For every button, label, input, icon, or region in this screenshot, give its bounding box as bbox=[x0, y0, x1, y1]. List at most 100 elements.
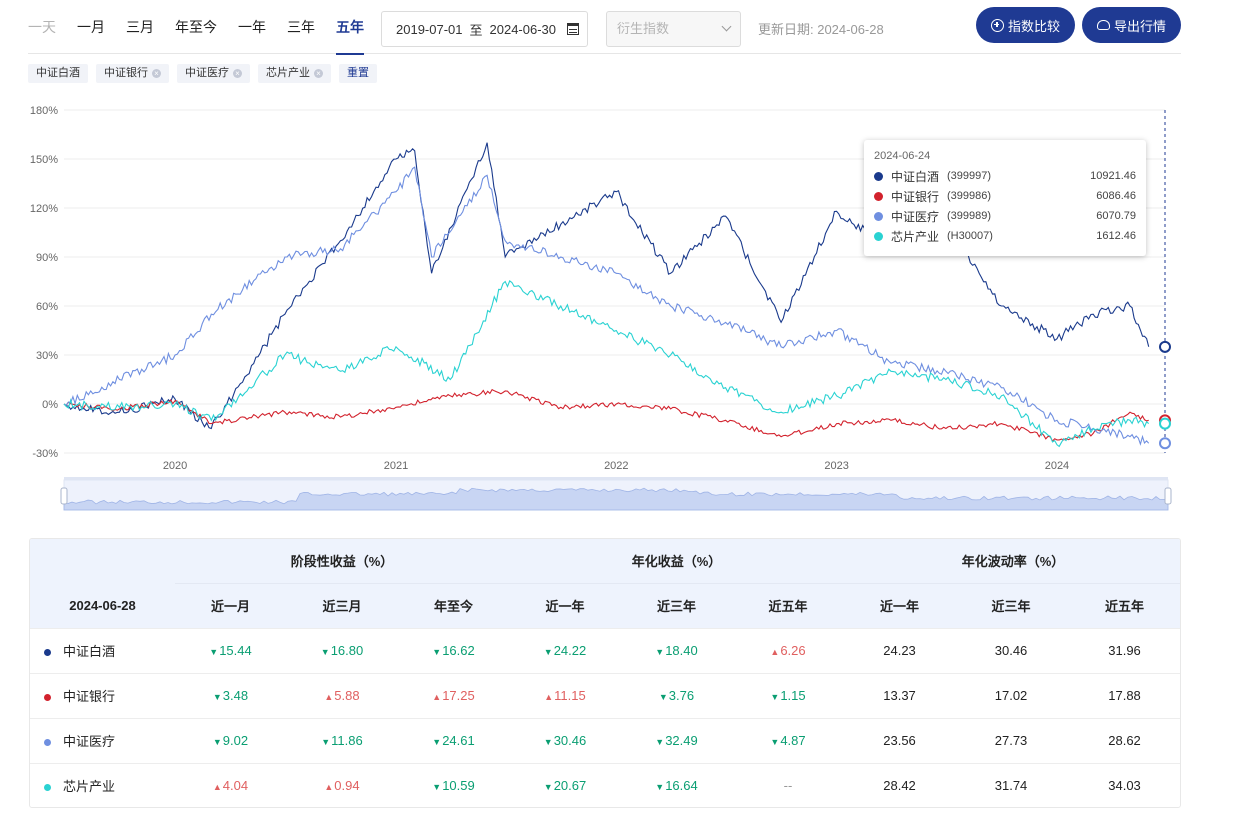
value-cell: ▼32.49 bbox=[621, 717, 732, 763]
period-tab-4[interactable]: 一年 bbox=[238, 19, 266, 35]
tooltip-series-value: 1612.46 bbox=[1096, 230, 1136, 242]
cloud-upload-icon bbox=[1096, 20, 1110, 30]
cell-value: 31.96 bbox=[1108, 643, 1141, 658]
index-line-chart[interactable]: 180% 150% 120% 90% 60% 30% 0% -30% 2020 2021 2022 2… bbox=[0, 98, 1236, 518]
triangle-down-icon: ▼ bbox=[543, 737, 553, 747]
period-tab-2[interactable]: 三月 bbox=[126, 19, 154, 35]
value-cell: ▼24.22 bbox=[509, 627, 621, 673]
index-chip[interactable]: 中证白酒 bbox=[28, 64, 88, 83]
group-header: 年化波动率（%） bbox=[844, 539, 1180, 583]
series-end-marker-0 bbox=[1159, 340, 1171, 353]
value-cell: ▼11.86 bbox=[286, 717, 398, 763]
cell-value: 3.48 bbox=[222, 688, 249, 703]
value-cell: ▲11.15 bbox=[509, 672, 621, 718]
cell-value: 16.64 bbox=[665, 778, 698, 794]
plus-circle-icon bbox=[990, 18, 1004, 32]
index-name: 中证白酒 bbox=[63, 644, 116, 659]
compare-button-label: 指数比较 bbox=[1007, 18, 1060, 34]
export-button[interactable]: 导出行情 bbox=[1082, 7, 1181, 43]
compare-button[interactable]: 指数比较 bbox=[976, 7, 1075, 43]
value-cell: ▼20.67 bbox=[509, 762, 621, 807]
value-cell: ▼30.46 bbox=[509, 717, 621, 763]
close-icon[interactable]: × bbox=[314, 69, 323, 78]
date-end: 2024-06-30 bbox=[489, 21, 557, 37]
table-row: 中证医疗 ▼9.02 ▼11.86 ▼24.61 ▼30.46 ▼32.49 ▼4.87 23… bbox=[30, 717, 1180, 763]
value-cell: 31.96 bbox=[1067, 627, 1180, 673]
period-tab-5[interactable]: 三年 bbox=[287, 19, 315, 35]
triangle-down-icon: ▼ bbox=[209, 647, 219, 657]
series-line-1 bbox=[63, 388, 1149, 443]
cell-value: 4.04 bbox=[222, 778, 249, 794]
export-button-label: 导出行情 bbox=[1113, 18, 1166, 34]
value-cell: ▲4.04 bbox=[175, 762, 286, 807]
cell-value: 13.37 bbox=[883, 688, 916, 703]
column-header: 近三年 bbox=[955, 582, 1068, 628]
cell-value: 15.44 bbox=[219, 643, 252, 658]
triangle-down-icon: ▼ bbox=[770, 737, 780, 747]
value-cell: ▼15.44 bbox=[175, 627, 286, 673]
column-header: 近一年 bbox=[844, 582, 956, 628]
y-tick-label: 120% bbox=[30, 203, 58, 215]
value-cell: ▼1.15 bbox=[732, 672, 845, 718]
value-cell: 24.23 bbox=[844, 627, 956, 673]
triangle-down-icon: ▼ bbox=[655, 782, 665, 793]
series-end-marker-2 bbox=[1159, 437, 1171, 450]
value-cell: 27.73 bbox=[955, 717, 1068, 763]
cell-value: 11.15 bbox=[554, 688, 586, 703]
tooltip-series-code: (399986) bbox=[947, 190, 992, 202]
tooltip-series-value: 10921.46 bbox=[1090, 170, 1136, 182]
chevron-down-icon bbox=[721, 21, 732, 32]
index-chip-label: 中证白酒 bbox=[36, 67, 80, 79]
chart-tooltip: 2024-06-24 中证白酒 (399997) 10921.46 中证银行 (3999… bbox=[864, 140, 1146, 256]
zoom-slider-preview bbox=[63, 487, 1169, 511]
tooltip-series-code: (H30007) bbox=[947, 230, 993, 242]
performance-table: 阶段性收益（%） 年化收益（%） 年化波动率（%） 2024-06-28 近一月 近三月年… bbox=[29, 538, 1181, 808]
index-name-cell: 中证医疗 bbox=[30, 717, 175, 763]
index-chip-label: 中证医疗 bbox=[185, 67, 229, 79]
value-cell: 17.88 bbox=[1067, 672, 1180, 718]
value-cell: 31.74 bbox=[955, 762, 1068, 807]
period-tab-1[interactable]: 一月 bbox=[77, 19, 105, 35]
value-cell: 30.46 bbox=[955, 627, 1068, 673]
index-name-cell: 中证白酒 bbox=[30, 627, 175, 673]
index-chip[interactable]: 中证银行 × bbox=[96, 64, 169, 83]
series-line-2 bbox=[63, 166, 1150, 446]
triangle-down-icon: ▼ bbox=[432, 782, 442, 793]
cell-value: 16.62 bbox=[442, 643, 475, 658]
close-icon[interactable]: × bbox=[233, 69, 242, 78]
index-name-cell: 芯片产业 bbox=[30, 762, 175, 807]
column-header: 年至今 bbox=[398, 582, 509, 628]
cell-value: 1.15 bbox=[780, 688, 806, 703]
value-cell: ▼16.64 bbox=[621, 762, 732, 807]
column-header: 近五年 bbox=[1067, 582, 1180, 628]
value-cell: 28.42 bbox=[844, 762, 956, 807]
value-cell: ▼16.80 bbox=[286, 627, 398, 673]
date-range-picker[interactable]: 2019-07-01 至 2024-06-30 bbox=[381, 11, 588, 47]
tooltip-series-name: 芯片产业 bbox=[891, 229, 940, 244]
table-date-header: 2024-06-28 bbox=[30, 583, 175, 628]
cell-value: 28.62 bbox=[1108, 733, 1141, 748]
triangle-down-icon: ▼ bbox=[432, 737, 442, 747]
reset-button[interactable]: 重置 bbox=[339, 64, 377, 83]
index-chip[interactable]: 中证医疗 × bbox=[177, 64, 250, 83]
table-row: 中证银行 ▼3.48 ▲5.88 ▲17.25 ▲11.15 ▼3.76 ▼1.15 13.3… bbox=[30, 672, 1180, 718]
close-icon[interactable]: × bbox=[152, 69, 161, 78]
calendar-icon[interactable] bbox=[567, 23, 579, 35]
index-chip[interactable]: 芯片产业 × bbox=[258, 64, 331, 83]
tooltip-series-code: (399997) bbox=[947, 170, 992, 182]
tooltip-series-value: 6070.79 bbox=[1096, 210, 1136, 222]
cell-value: 17.02 bbox=[994, 688, 1028, 703]
tooltip-row: 中证医疗 (399989) 6070.79 bbox=[874, 206, 1136, 226]
triangle-down-icon: ▼ bbox=[320, 647, 330, 657]
index-name-cell: 中证银行 bbox=[30, 672, 175, 718]
y-tick-label: 30% bbox=[36, 350, 58, 362]
cell-value: 27.73 bbox=[994, 733, 1028, 748]
derived-index-select[interactable]: 衍生指数 bbox=[606, 11, 741, 47]
period-tab-6[interactable]: 五年 bbox=[336, 6, 364, 55]
period-tab-3[interactable]: 年至今 bbox=[175, 19, 217, 35]
cell-value: 34.03 bbox=[1108, 778, 1141, 794]
value-cell: ▼9.02 bbox=[175, 717, 286, 763]
index-chips: 中证白酒 中证银行 × 中证医疗 × 芯片产业 × 重置 bbox=[28, 64, 385, 83]
cell-value: 0.94 bbox=[334, 778, 360, 794]
value-cell: 13.37 bbox=[844, 672, 956, 718]
